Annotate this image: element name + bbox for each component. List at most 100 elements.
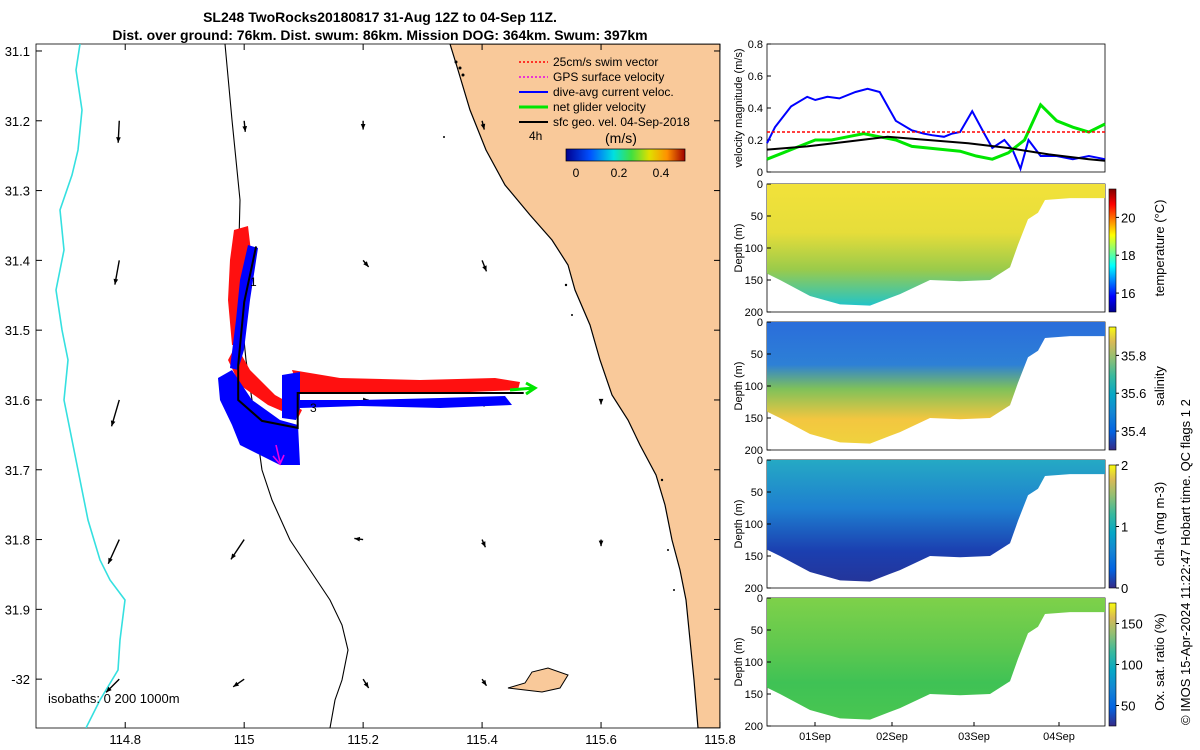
section-ytick-label: 50 xyxy=(751,625,763,637)
geo-vector-head xyxy=(113,278,119,285)
geo-vector-head xyxy=(242,126,248,132)
velocity-ytick-label: 0.4 xyxy=(748,103,763,115)
section-xtick-label: 03Sep xyxy=(958,731,990,743)
section-xtick-label: 02Sep xyxy=(876,731,908,743)
velocity-axis-ticks: 0 0.2 0.4 0.6 0.8 xyxy=(748,39,771,179)
geo-vector-field xyxy=(105,120,604,693)
section-ytick-label: 200 xyxy=(745,583,763,595)
map-ytick-label: 31.3 xyxy=(5,184,30,199)
geo-vector-head xyxy=(482,265,487,272)
colorbar-label: salinity xyxy=(1152,366,1167,406)
section-field-salinity xyxy=(767,322,1105,444)
swim-band-east xyxy=(292,370,520,392)
legend-label: sfc geo. vel. 04-Sep-2018 xyxy=(553,115,690,129)
section-ylabel: Depth (m) xyxy=(733,362,745,411)
section-ytick-label: 100 xyxy=(745,657,763,669)
map-ytick-label: 31.7 xyxy=(5,463,30,478)
section-panel-chla: 0 50 100 150 200 Depth (m) 0 1 2 chl-a (mg m-3) xyxy=(733,455,1167,596)
isobaths-label: isobaths: 0 200 1000m xyxy=(48,691,180,706)
section-ytick-label: 100 xyxy=(745,519,763,531)
map-ytick-label: 31.5 xyxy=(5,323,30,338)
map-xtick-label: 114.8 xyxy=(109,732,141,747)
colorbar-tick-label: 18 xyxy=(1121,248,1135,263)
colorbar-tick-label: 35.4 xyxy=(1121,424,1146,439)
section-panel-oxygen: 0 50 100 150 200 Depth (m) 50 100 150 Ox. sat. ra… xyxy=(733,593,1167,733)
legend-label: GPS surface velocity xyxy=(553,70,664,84)
geo-vector-head xyxy=(116,137,121,143)
section-ytick-label: 50 xyxy=(751,487,763,499)
geo-vector-head xyxy=(233,681,240,687)
map-xtick-label: 115 xyxy=(234,732,255,747)
velocity-ytick-label: 0.8 xyxy=(748,39,763,51)
section-ytick-label: 0 xyxy=(757,593,763,605)
geo-vector-head xyxy=(230,553,236,560)
map-xtick-label: 115.6 xyxy=(585,732,617,747)
section-colorbar xyxy=(1108,602,1117,727)
section-field-oxygen xyxy=(767,598,1105,720)
map-xtick-label: 115.2 xyxy=(347,732,379,747)
section-xtick-label: 04Sep xyxy=(1043,731,1075,743)
section-ytick-label: 150 xyxy=(745,413,763,425)
velocity-axes-box xyxy=(766,43,1106,173)
section-field-chla xyxy=(767,460,1105,582)
section-colorbar xyxy=(1108,326,1117,451)
section-ytick-label: 0 xyxy=(757,179,763,191)
colorbar-tick-label: 1 xyxy=(1121,520,1128,535)
geo-vector-head xyxy=(481,679,487,686)
map-xtick-label: 115.8 xyxy=(704,732,736,747)
velocity-ylabel: velocity magnitude (m/s) xyxy=(733,48,745,167)
section-panel-salinity: 0 50 100 150 200 Depth (m) 35.4 35.6 35.8 salinit… xyxy=(733,317,1167,457)
chart-subtitle: Dist. over ground: 76km. Dist. swum: 86k… xyxy=(112,27,648,43)
geo-vector-head xyxy=(360,124,366,130)
section-ytick-label: 50 xyxy=(751,211,763,223)
legend-label: net glider velocity xyxy=(553,100,646,114)
colorbar-tick-label: 16 xyxy=(1121,286,1135,301)
section-ytick-label: 50 xyxy=(751,349,763,361)
legend-label: 25cm/s swim vector xyxy=(553,55,658,69)
time-marker-label: 4h xyxy=(529,129,542,143)
section-colorbar xyxy=(1108,188,1117,313)
land-mass xyxy=(449,44,720,728)
velocity-ytick-label: 0.2 xyxy=(748,135,763,147)
geo-vector-head xyxy=(481,541,486,548)
colorbar-tick-label: 35.6 xyxy=(1121,386,1146,401)
island xyxy=(507,667,569,693)
velocity-panel: 0 0.2 0.4 0.6 0.8 velocity magnitude (m/s) xyxy=(733,39,1106,179)
colorbar-tick: 0.4 xyxy=(653,166,670,180)
geo-vector-head xyxy=(598,540,604,547)
section-colorbar xyxy=(1108,464,1117,589)
section-field-temperature xyxy=(767,184,1105,306)
coast-dots xyxy=(443,60,675,591)
map-xtick-label: 115.4 xyxy=(466,732,498,747)
map-ytick-label: 31.2 xyxy=(5,114,30,129)
geo-vector-head xyxy=(106,686,112,693)
velocity-series-net xyxy=(766,102,1106,161)
colorbar-tick-label: 50 xyxy=(1121,699,1135,714)
net-velocity-arrow xyxy=(509,381,538,396)
chart-title: SL248 TwoRocks20180817 31-Aug 12Z to 04-… xyxy=(203,9,557,25)
map-ytick-label: 31.4 xyxy=(5,253,30,268)
section-ytick-label: 0 xyxy=(757,317,763,329)
map-ytick-label: 31.8 xyxy=(5,533,30,548)
geo-vector-head xyxy=(108,557,113,564)
geo-vector-head xyxy=(363,261,369,267)
map-legend: 25cm/s swim vector GPS surface velocity … xyxy=(519,55,690,180)
map-ytick-label: -32 xyxy=(11,672,30,687)
isobath-1000 xyxy=(55,44,126,728)
colorbar-label: (m/s) xyxy=(605,130,637,146)
velocity-series xyxy=(766,87,1106,172)
velocity-series-geo xyxy=(766,135,1106,162)
colorbar-tick-label: 0 xyxy=(1121,581,1128,596)
glider-track xyxy=(237,246,524,430)
colorbar-tick-label: 100 xyxy=(1121,658,1143,673)
section-xtick-label: 01Sep xyxy=(799,731,831,743)
section-ytick-label: 0 xyxy=(757,455,763,467)
geo-vector-head xyxy=(363,682,369,688)
section-ytick-label: 150 xyxy=(745,689,763,701)
section-ytick-label: 200 xyxy=(745,307,763,319)
map-axis-ticks: 114.8 115 115.2 115.4 115.6 115.8 31.1 31.2 31.3… xyxy=(5,44,736,747)
colorbar-tick-label: 20 xyxy=(1121,210,1135,225)
colorbar-tick-label: 150 xyxy=(1121,617,1143,632)
